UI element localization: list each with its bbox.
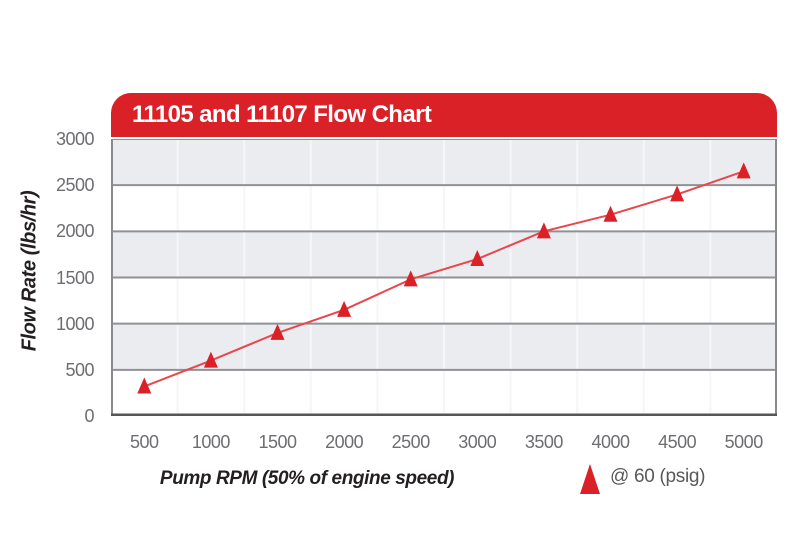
x-tick-label: 500 (130, 432, 159, 452)
triangle-up-marker (337, 300, 352, 317)
triangle-up-marker (203, 351, 218, 368)
legend: @ 60 (psig) (580, 462, 706, 494)
triangle-up-marker (403, 270, 418, 287)
y-tick-label: 2000 (55, 221, 95, 242)
triangle-up-marker (536, 222, 551, 239)
triangle-up-marker (270, 323, 285, 340)
triangle-up-marker (137, 377, 152, 394)
x-tick-label: 3500 (524, 432, 564, 452)
y-tick-label: 2500 (55, 175, 95, 196)
triangle-up-marker (670, 185, 685, 202)
y-axis-title: Flow Rate (lbs/hr) (18, 190, 41, 352)
chart-title-bar: 11105 and 11107 Flow Chart (111, 93, 777, 137)
triangle-up-icon (580, 464, 600, 494)
plot-border (111, 139, 777, 416)
x-tick-label: 1500 (258, 432, 297, 452)
chart-title: 11105 and 11107 Flow Chart (132, 101, 432, 128)
horizontal-gridlines (111, 139, 777, 371)
series-markers (137, 162, 751, 394)
x-tick-label: 4000 (591, 432, 630, 452)
x-axis-title: Pump RPM (50% of engine speed) (159, 468, 455, 489)
flow-chart-plot (111, 139, 777, 416)
triangle-up-marker (470, 250, 485, 267)
x-tick-label: 4500 (658, 432, 697, 452)
y-tick-label: 500 (65, 359, 94, 380)
series-line (143, 170, 745, 388)
y-tick-label: 0 (84, 406, 94, 426)
legend-label: @ 60 (psig) (610, 466, 706, 487)
triangle-up-marker (736, 162, 751, 179)
y-tick-label: 3000 (55, 129, 95, 149)
y-tick-label: 1500 (55, 267, 95, 288)
x-tick-label: 2500 (391, 432, 431, 452)
x-tick-label: 3000 (458, 432, 497, 452)
x-tick-label: 5000 (724, 432, 764, 452)
x-tick-label: 2000 (325, 432, 364, 452)
triangle-up-marker (603, 205, 618, 222)
x-tick-label: 1000 (191, 432, 231, 452)
y-tick-label: 1000 (55, 313, 95, 334)
